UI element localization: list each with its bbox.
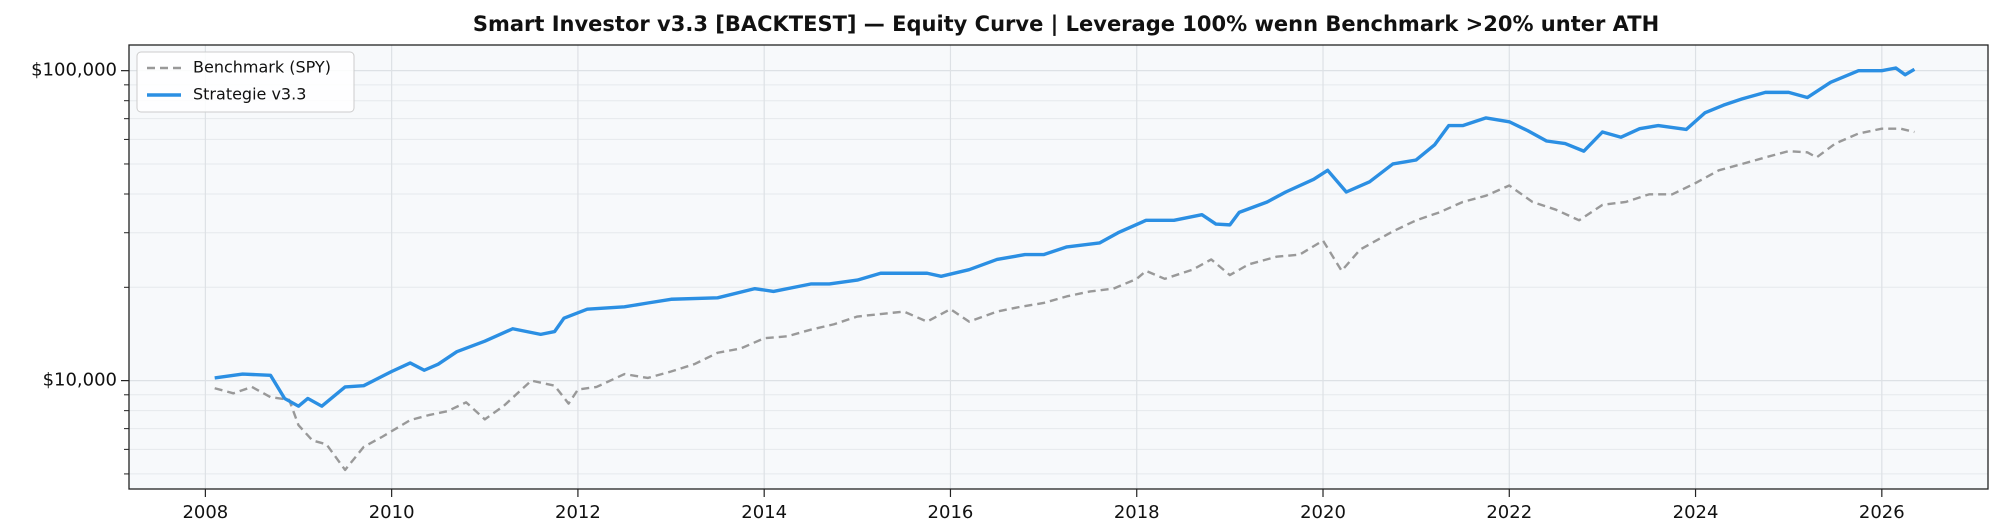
legend-label: Benchmark (SPY) (193, 58, 331, 77)
x-tick-label: 2014 (741, 502, 787, 521)
x-tick-label: 2022 (1486, 502, 1532, 521)
plot-frame (128, 44, 1989, 490)
chart-title: Smart Investor v3.3 [BACKTEST] — Equity … (473, 12, 1659, 37)
x-tick-label: 2010 (369, 502, 415, 521)
x-tick-label: 2008 (182, 502, 228, 521)
line-series (214, 66, 1916, 408)
x-tick-label: 2024 (1673, 502, 1719, 521)
y-tick-label: $100,000 (31, 60, 117, 81)
x-tick-label: 2026 (1859, 502, 1905, 521)
x-tick-label: 2016 (928, 502, 974, 521)
x-tick-label: 2020 (1300, 502, 1346, 521)
y-tick-label: $10,000 (43, 370, 117, 391)
legend-box (136, 51, 355, 113)
legend-label: Strategie v3.3 (193, 85, 306, 104)
x-tick-label: 2012 (555, 502, 601, 521)
x-tick-label: 2018 (1114, 502, 1160, 521)
line-series (214, 127, 1915, 472)
